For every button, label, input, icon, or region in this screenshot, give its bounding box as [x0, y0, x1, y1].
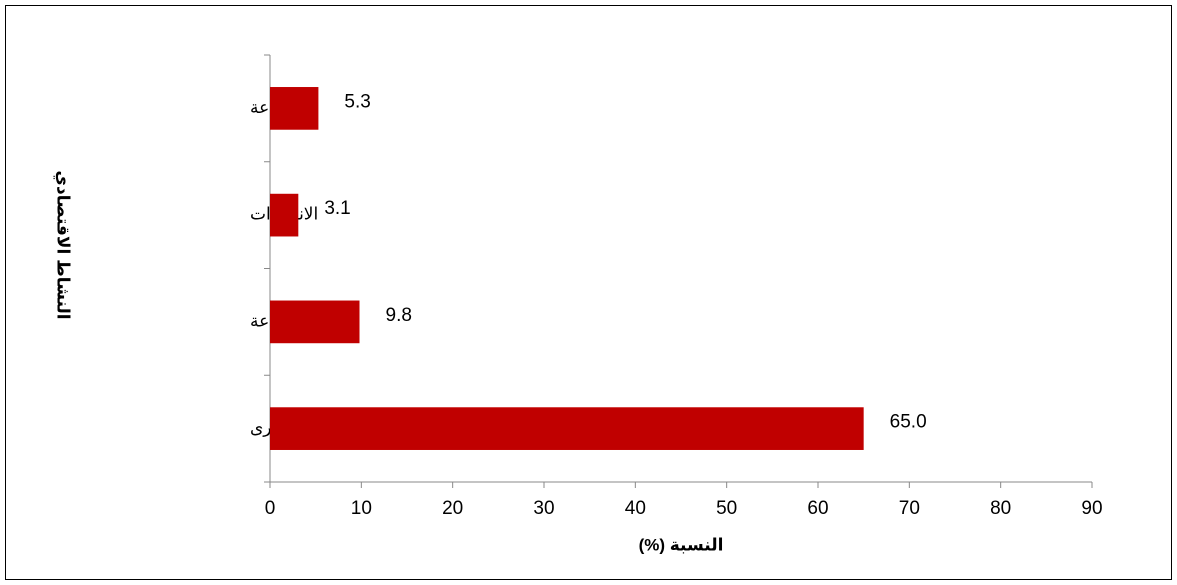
data-label: 3.1: [324, 198, 350, 219]
x-tick-label: 10: [351, 498, 372, 519]
data-label: 65.0: [890, 412, 927, 433]
y-axis-title: النشاط الاقتصادي: [53, 170, 73, 319]
bar: [270, 300, 360, 344]
data-label: 5.3: [344, 91, 370, 112]
x-tick-label: 50: [716, 498, 737, 519]
x-tick-label: 60: [807, 498, 828, 519]
x-tick-label: 0: [265, 498, 276, 519]
x-tick-label: 30: [533, 498, 554, 519]
x-tick-label: 90: [1081, 498, 1102, 519]
bar: [270, 87, 319, 130]
chart-border: [5, 5, 1172, 580]
data-label: 9.8: [386, 305, 412, 326]
x-axis-title: النسبة (%): [639, 535, 724, 554]
x-tick-label: 80: [990, 498, 1011, 519]
x-tick-label: 70: [899, 498, 920, 519]
bar: [270, 407, 864, 450]
x-tick-label: 20: [442, 498, 463, 519]
x-tick-label: 40: [625, 498, 646, 519]
bar: [270, 193, 299, 237]
